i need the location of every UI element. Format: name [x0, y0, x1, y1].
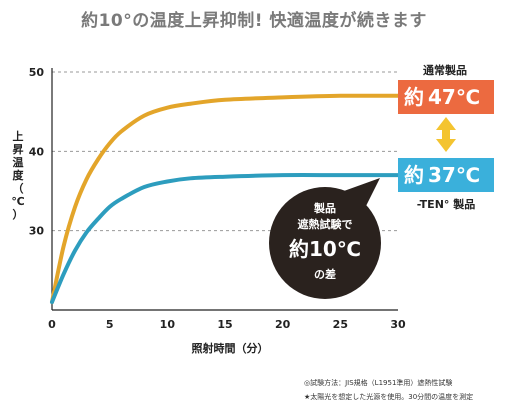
ten-badge-value: 37℃	[428, 163, 480, 187]
x-tick-label: 20	[275, 318, 291, 331]
footnote-light-source: ★太陽光を想定した光源を使用。30分間の温度を測定	[304, 393, 474, 401]
x-tick-label: 30	[390, 318, 406, 331]
bubble-difference: 約10℃	[289, 237, 361, 261]
series-label-normal: 通常製品	[423, 63, 467, 77]
normal-badge-value: 47℃	[428, 85, 480, 109]
y-axis-title: 上昇温度（℃）	[11, 129, 24, 221]
footnote-test-method: ◎試験方法：JIS規格（L1951準用）遮熱性試験	[304, 379, 453, 387]
normal-temperature-badge	[398, 80, 494, 114]
ten-temperature-badge	[398, 158, 494, 192]
bubble-line-1: 製品	[313, 201, 336, 215]
tick-labels: 0 5 10 15 20 25 30 30 40 50	[29, 66, 406, 331]
normal-badge-prefix: 約	[404, 85, 424, 109]
difference-bubble: 製品 遮熱試験で 約10℃ の差	[269, 178, 381, 299]
bubble-line-4: の差	[314, 267, 336, 281]
series-label-ten: -TEN° 製品	[417, 197, 476, 211]
series-line-ten	[50, 173, 400, 305]
series-lines	[50, 93, 400, 305]
x-tick-label: 15	[217, 318, 232, 331]
x-axis-title: 照射時間（分）	[192, 341, 269, 355]
page-title: 約10°の温度上昇抑制! 快適温度が続きます	[81, 11, 427, 31]
y-tick-label: 30	[29, 225, 45, 238]
y-tick-label: 50	[29, 66, 45, 79]
ten-badge-prefix: 約	[404, 163, 424, 187]
x-tick-label: 10	[160, 318, 176, 331]
difference-arrow	[436, 117, 456, 152]
x-tick-label: 25	[333, 318, 348, 331]
x-tick-label: 0	[48, 318, 56, 331]
series-line-normal	[50, 93, 400, 305]
y-tick-label: 40	[29, 145, 45, 158]
bubble-line-2: 遮熱試験で	[298, 217, 353, 231]
axes	[51, 68, 398, 311]
x-tick-label: 5	[106, 318, 114, 331]
